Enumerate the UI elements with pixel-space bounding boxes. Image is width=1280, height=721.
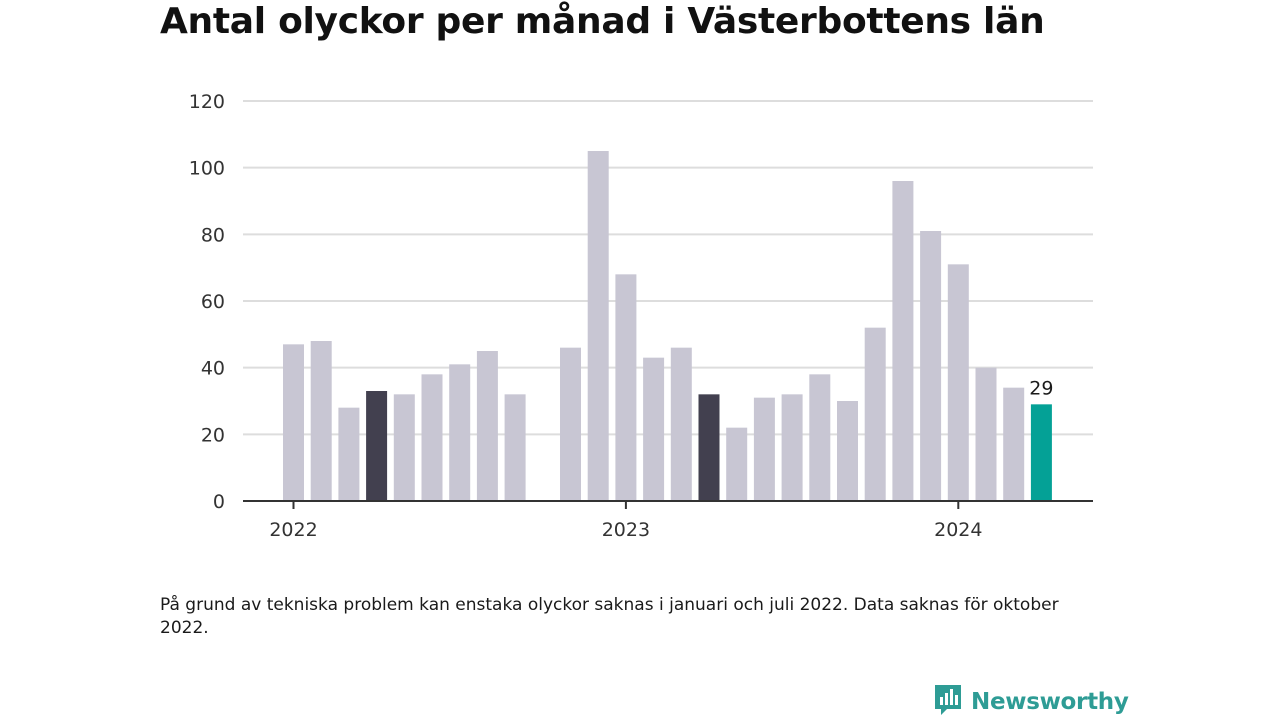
x-tick-label: 2024 bbox=[934, 519, 982, 541]
chart-title: Antal olyckor per månad i Västerbottens … bbox=[160, 1, 1045, 42]
y-tick-label: 80 bbox=[201, 224, 225, 246]
bar-2024-03 bbox=[1003, 387, 1025, 501]
bar-chart: 0 20 40 60 80 100 120 2022 2023 2024 29 bbox=[189, 91, 1093, 541]
bar-2023-10 bbox=[864, 327, 886, 501]
x-tick-label: 2022 bbox=[269, 519, 317, 541]
bar-2022-04 bbox=[366, 391, 388, 501]
bar-2023-12 bbox=[920, 231, 942, 501]
bar-2023-08 bbox=[809, 374, 831, 501]
bar-2022-08 bbox=[476, 351, 498, 501]
x-axis-ticks: 2022 2023 2024 bbox=[269, 501, 982, 541]
bar-2022-01 bbox=[283, 344, 304, 501]
bar-2022-07 bbox=[449, 364, 471, 501]
bar-2023-03 bbox=[670, 347, 692, 501]
y-tick-label: 40 bbox=[201, 358, 225, 380]
bar-2022-02 bbox=[310, 341, 332, 501]
y-tick-label: 0 bbox=[213, 491, 225, 513]
bar-2024-01 bbox=[947, 264, 969, 501]
bar-2023-09 bbox=[837, 401, 858, 501]
bar-2023-05 bbox=[726, 427, 748, 501]
bar-2023-11 bbox=[892, 181, 914, 501]
brand-name: Newsworthy bbox=[971, 689, 1129, 715]
bar-2022-12 bbox=[587, 151, 609, 501]
bars bbox=[283, 151, 1052, 501]
bar-2022-03 bbox=[338, 407, 360, 501]
data-label: 29 bbox=[1029, 377, 1053, 399]
footnote: På grund av tekniska problem kan enstaka… bbox=[160, 595, 1059, 638]
bar-2023-02 bbox=[643, 357, 665, 501]
bar-2022-11 bbox=[560, 347, 581, 501]
y-tick-label: 20 bbox=[201, 424, 225, 446]
brand-logo[interactable]: Newsworthy bbox=[933, 683, 1129, 721]
y-tick-label: 120 bbox=[189, 91, 225, 113]
bar-2023-04 bbox=[698, 394, 720, 501]
bar-2024-04 bbox=[1030, 404, 1052, 501]
bar-2023-07 bbox=[781, 394, 803, 501]
bar-2022-06 bbox=[421, 374, 443, 501]
bar-2023-06 bbox=[753, 397, 775, 501]
bar-2022-09 bbox=[504, 394, 526, 501]
y-tick-label: 60 bbox=[201, 291, 225, 313]
x-tick-label: 2023 bbox=[602, 519, 650, 541]
y-tick-label: 100 bbox=[189, 158, 225, 180]
data-labels: 29 bbox=[1029, 377, 1053, 399]
bar-2022-05 bbox=[393, 394, 415, 501]
y-axis-ticks: 0 20 40 60 80 100 120 bbox=[189, 91, 225, 513]
bar-2023-01 bbox=[615, 274, 637, 501]
newsworthy-logo-icon bbox=[933, 683, 963, 721]
bar-2024-02 bbox=[975, 367, 997, 501]
